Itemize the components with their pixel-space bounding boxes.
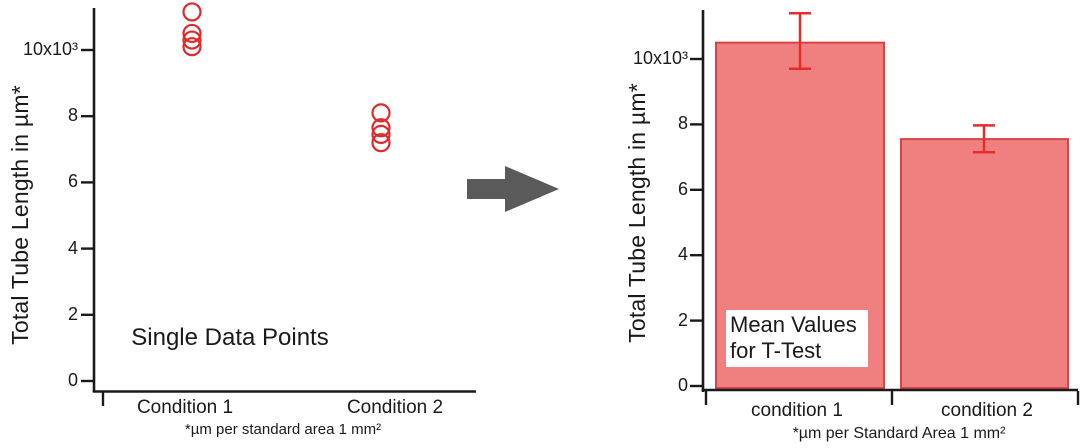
bar-y-tick-label: 6 — [677, 178, 688, 199]
bar-category-label-2: condition 2 — [941, 400, 1033, 421]
scatter-category-label-1: Condition 1 — [136, 397, 234, 418]
bar-y-tick-label: 8 — [677, 113, 688, 134]
bar-y-tick-label: 0 — [677, 375, 688, 395]
bar-y-tick-label: 10x10³ — [632, 48, 688, 68]
scatter-footnote: *µm per standard area 1 mm² — [184, 421, 382, 438]
scatter-point — [371, 103, 391, 123]
scatter-y-tick-label: 2 — [67, 303, 78, 324]
scatter-y-tick-label: 4 — [67, 237, 78, 258]
scatter-point — [182, 37, 202, 57]
bar — [900, 138, 1069, 389]
bar-footnote: *µm per Standard Area 1 mm² — [792, 425, 1006, 442]
bar-y-tick-label: 4 — [677, 244, 688, 265]
scatter-y-tick-label: 10x10³ — [22, 39, 78, 59]
bar-y-tick-label: 2 — [677, 309, 688, 330]
scatter-y-axis-label: Total Tube Length in µm* — [7, 85, 33, 345]
scatter-y-tick-label: 0 — [67, 370, 78, 390]
arrow-icon — [467, 166, 559, 212]
scatter-annotation: Single Data Points — [131, 324, 329, 351]
scatter-point — [371, 124, 391, 145]
scatter-point — [182, 2, 202, 22]
scatter-point — [182, 23, 202, 44]
scatter-y-tick-label: 8 — [67, 105, 78, 126]
bar-category-label-1: condition 1 — [751, 400, 843, 421]
scatter-plot — [81, 2, 476, 406]
scatter-category-label-2: Condition 2 — [346, 397, 444, 418]
scatter-point — [182, 30, 202, 50]
scatter-y-tick-label: 6 — [67, 171, 78, 192]
scatter-point — [371, 118, 391, 138]
scatter-point — [371, 133, 391, 153]
bar-annotation: Mean Values for T-Test — [726, 310, 868, 367]
